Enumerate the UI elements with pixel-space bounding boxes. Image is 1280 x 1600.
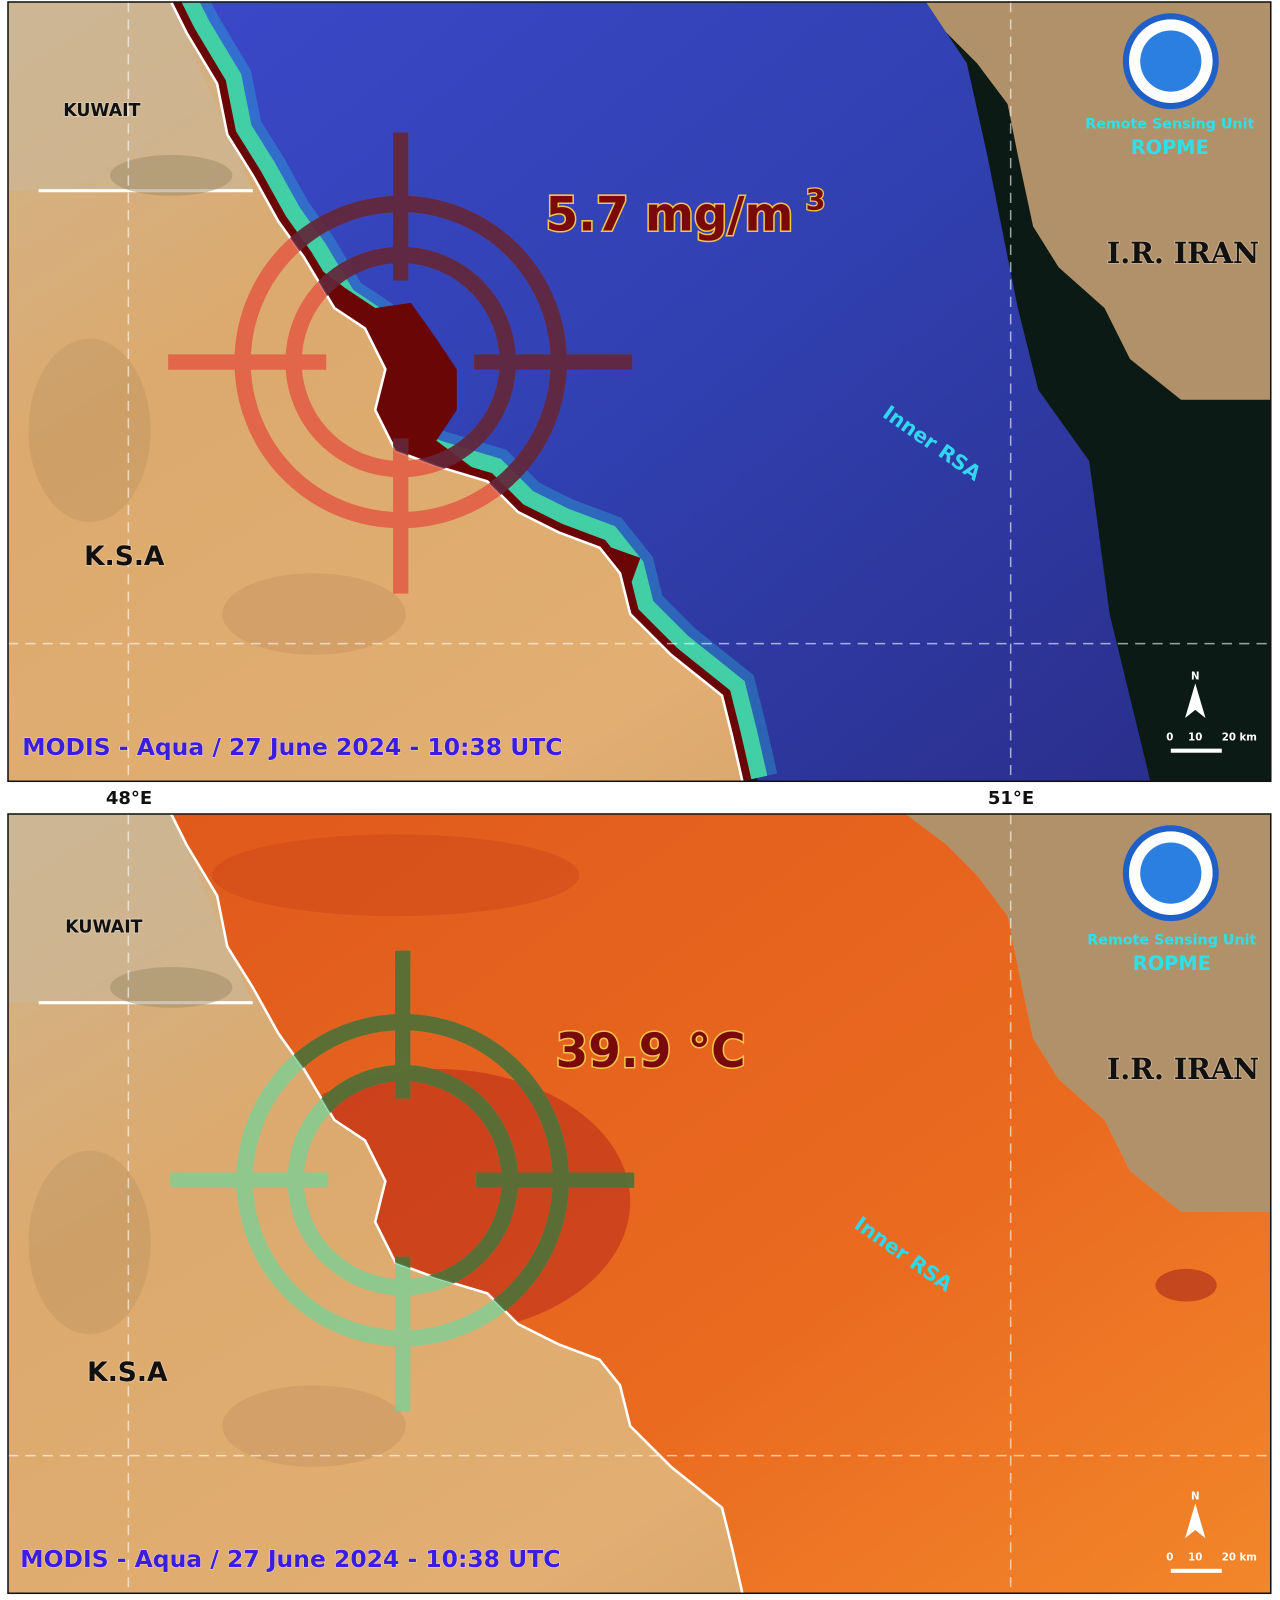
caption: MODIS - Aqua / 27 June 2024 - 10:38 UTC: [20, 1545, 560, 1573]
country-label: I.R. IRAN: [1107, 1052, 1259, 1086]
north-label: N: [1191, 1491, 1200, 1502]
scale-label: 20 km: [1222, 732, 1257, 743]
sst-panel: KUWAIT K.S.A I.R. IRAN 39.9 °C Inner RSA…: [6, 812, 1273, 1595]
scale-label: 10: [1188, 732, 1202, 743]
sea-chlorophyll: [186, 2, 1151, 782]
panel-border: [7, 813, 1272, 1595]
bloom-area: [303, 257, 641, 614]
measurement: 39.9 °C: [556, 1024, 746, 1079]
country-label: K.S.A: [87, 1357, 168, 1388]
north-arrow: [1170, 683, 1222, 753]
north-arrow: [1170, 1503, 1222, 1573]
arrow: [1185, 1503, 1206, 1539]
logo-org: ROPME: [1133, 952, 1211, 975]
country-label: KUWAIT: [63, 101, 140, 121]
warm-band: [212, 834, 580, 916]
labels: KUWAIT K.S.A I.R. IRAN 5.7 mg/m 3 Inner R…: [22, 100, 1260, 761]
country-label: KUWAIT: [65, 917, 142, 937]
warm-spot: [1155, 1268, 1217, 1302]
logo-org: ROPME: [1131, 136, 1209, 159]
scale-bar: [1170, 1568, 1222, 1573]
longitude-label: 51°E: [988, 788, 1034, 809]
panel-border: [7, 1, 1272, 783]
arrow: [1185, 683, 1206, 719]
chlorophyll-panel: KUWAIT K.S.A I.R. IRAN 5.7 mg/m 3 Inner R…: [6, 0, 1273, 783]
logo-unit: Remote Sensing Unit: [1087, 933, 1256, 949]
scale-label: 20 km: [1222, 1553, 1257, 1564]
measurement: 5.7 mg/m 3: [546, 183, 826, 242]
logo-globe: [1140, 842, 1202, 904]
logo-globe: [1140, 30, 1202, 92]
measurement-superscript: 3: [806, 183, 826, 217]
scale-label: 10: [1188, 1553, 1202, 1564]
scale-label: 0: [1166, 1553, 1173, 1564]
measurement-value: 5.7 mg/m: [546, 187, 794, 242]
country-label: I.R. IRAN: [1107, 236, 1259, 270]
logo: [1122, 13, 1219, 110]
logo-unit: Remote Sensing Unit: [1085, 116, 1254, 132]
scale-label: 0: [1166, 732, 1173, 743]
logo: [1122, 825, 1219, 922]
longitude-label: 48°E: [106, 788, 152, 809]
north-label: N: [1191, 671, 1200, 682]
scale-bar: [1170, 748, 1222, 753]
country-label: K.S.A: [84, 541, 165, 572]
caption: MODIS - Aqua / 27 June 2024 - 10:38 UTC: [22, 733, 562, 761]
